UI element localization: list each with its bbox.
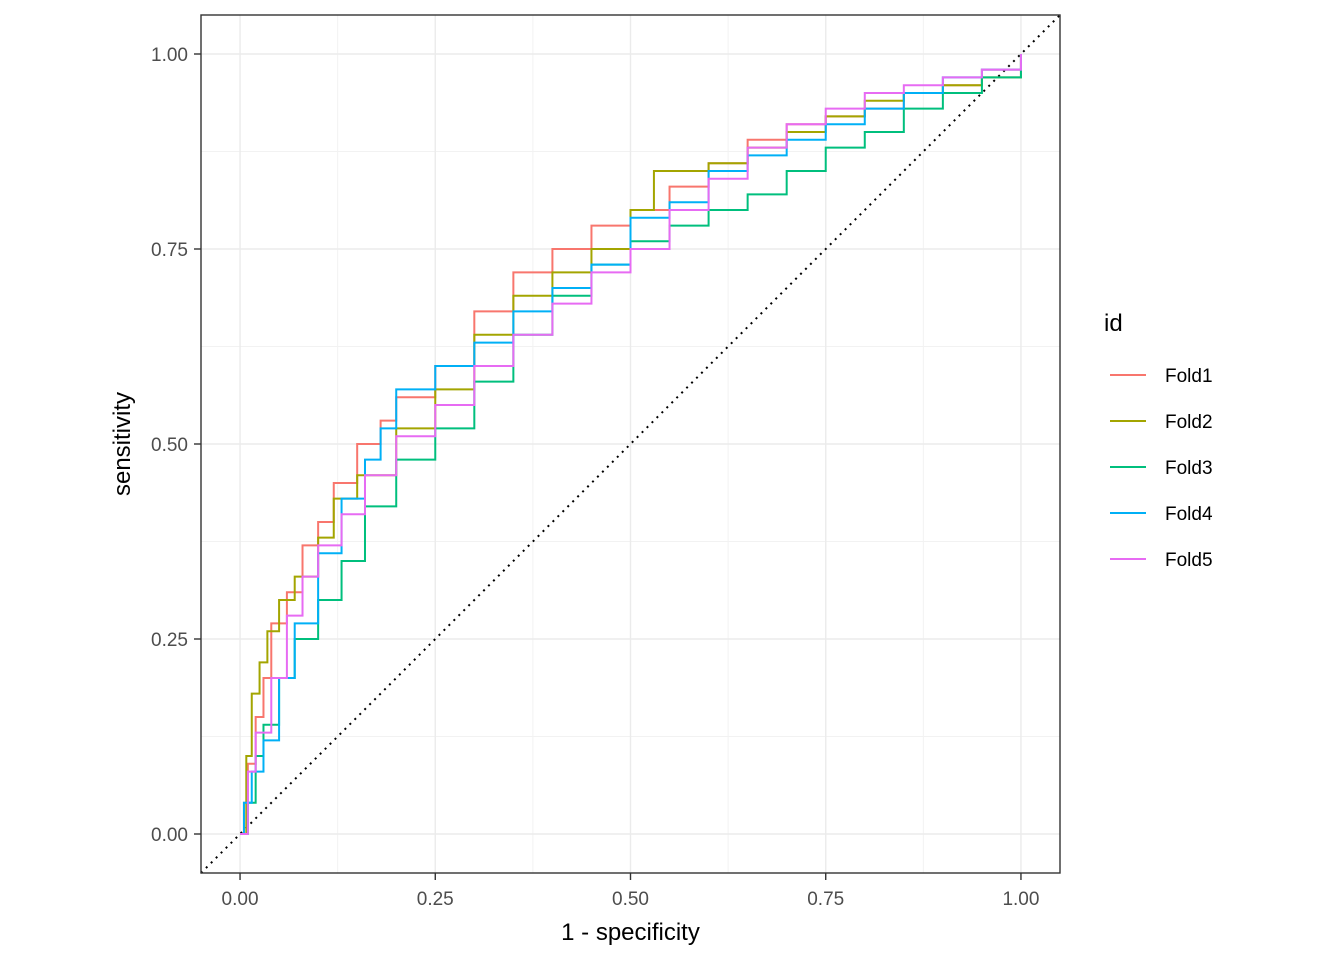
y-tick-label: 0.00 — [151, 825, 188, 846]
legend-label-fold3: Fold3 — [1165, 458, 1213, 479]
series-line-fold4 — [240, 54, 1022, 835]
legend-label-fold1: Fold1 — [1165, 366, 1213, 387]
x-tick-label: 0.50 — [612, 889, 649, 910]
y-tick-label: 0.25 — [151, 630, 188, 651]
y-axis-ticks: 0.00 0.25 0.50 0.75 1.00 — [151, 45, 201, 846]
x-tick-label: 0.00 — [222, 889, 259, 910]
series-group — [240, 54, 1022, 835]
y-axis-title: sensitivity — [109, 392, 136, 496]
legend-label-fold5: Fold5 — [1165, 550, 1213, 571]
x-tick-label: 0.25 — [417, 889, 454, 910]
x-tick-label: 0.75 — [807, 889, 844, 910]
legend-label-fold2: Fold2 — [1165, 412, 1213, 433]
legend-title: id — [1104, 310, 1123, 337]
y-tick-label: 0.75 — [151, 240, 188, 261]
y-tick-label: 1.00 — [151, 45, 188, 66]
legend-label-fold4: Fold4 — [1165, 504, 1213, 525]
legend: id Fold1 Fold2 Fold3 Fold4 Fold5 — [1104, 310, 1213, 571]
plot-panel — [200, 14, 1061, 874]
series-line-fold5 — [240, 54, 1022, 835]
x-axis-title: 1 - specificity — [561, 919, 700, 946]
major-gridlines — [201, 15, 1060, 873]
x-tick-label: 1.00 — [1002, 889, 1039, 910]
x-axis-ticks: 0.00 0.25 0.50 0.75 1.00 — [222, 873, 1039, 910]
y-tick-label: 0.50 — [151, 435, 188, 456]
